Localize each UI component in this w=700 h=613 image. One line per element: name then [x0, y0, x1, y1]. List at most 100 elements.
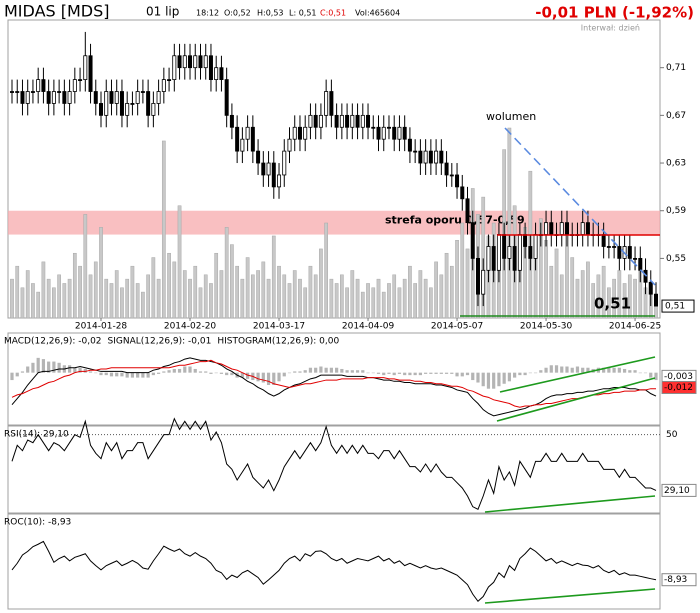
candle-body	[177, 55, 182, 69]
candle-body	[83, 55, 88, 80]
volume-bar	[538, 218, 543, 319]
panel-frame	[7, 19, 661, 319]
candle-body	[612, 246, 617, 248]
histogram-bar	[549, 365, 553, 373]
volume-bar	[418, 270, 423, 319]
resistance-zone	[8, 210, 660, 235]
volume-bar	[455, 240, 459, 319]
histogram-bar	[20, 371, 25, 373]
volume-bar	[250, 274, 255, 319]
histogram-bar	[507, 372, 511, 382]
plot-layer: strefa oporu 0,57-0,59 0,55 0,59 0,63 0,67 0,…	[4, 19, 697, 610]
y-tick-label: 0,55	[666, 254, 686, 264]
histogram-bar	[272, 372, 276, 385]
legend-entry: HISTOGRAM(12,26,9): 0,00	[217, 337, 339, 347]
candle-body	[151, 103, 156, 116]
histogram-bar	[146, 372, 150, 378]
histogram-bar	[492, 372, 496, 389]
candle-body	[648, 281, 653, 295]
histogram-bar	[408, 372, 412, 376]
histogram-bar	[387, 372, 391, 374]
histogram-bar	[188, 366, 192, 373]
volume-bar	[549, 265, 554, 319]
candle-body	[198, 55, 203, 69]
histogram-bar	[403, 372, 407, 376]
volume-bar	[434, 261, 438, 319]
candle-body	[292, 126, 297, 140]
candle-body	[20, 91, 25, 104]
candle-body	[72, 79, 77, 92]
x-tick-label: 2014-02-20	[164, 322, 217, 332]
volume-bar	[25, 270, 30, 319]
volume-bar	[559, 274, 564, 319]
histogram-bar	[198, 371, 203, 373]
histogram-bar	[293, 371, 297, 373]
volume-bar	[78, 265, 82, 319]
candle-body	[465, 198, 470, 224]
histogram-bar	[345, 370, 349, 373]
histogram-bar	[607, 367, 611, 373]
volume-bar	[607, 287, 611, 319]
histogram-bar	[303, 370, 307, 373]
histogram-bar	[115, 372, 119, 377]
candle-body	[67, 91, 72, 104]
candle-body	[219, 67, 224, 81]
volume-bar	[203, 274, 208, 319]
change: -0,01 PLN (-1,92%)	[535, 4, 694, 22]
volume-bar	[313, 274, 318, 319]
candle-body	[559, 222, 564, 235]
volume-bar	[308, 265, 313, 319]
candle-body	[135, 91, 140, 104]
annotation-layer: wolumen 0,51	[460, 110, 660, 604]
candle-body	[277, 174, 282, 188]
high-value: H:0,53	[257, 9, 284, 18]
volume-bar	[31, 283, 35, 319]
candle-body	[606, 246, 611, 248]
value-label: -8,93	[664, 575, 687, 585]
candle-body	[313, 114, 318, 128]
volume-bar	[52, 287, 56, 319]
candle-body	[156, 91, 161, 104]
volume-bar	[580, 270, 585, 319]
volume-bar	[392, 274, 397, 319]
candle-body	[214, 67, 219, 81]
candle-body	[638, 257, 643, 271]
histogram-bar	[324, 367, 328, 373]
histogram-bar	[240, 372, 244, 378]
histogram-bar	[413, 372, 417, 376]
histogram-bar	[581, 367, 585, 373]
histogram-bar	[261, 372, 265, 383]
histogram-bar	[570, 367, 574, 373]
histogram-bar	[266, 372, 271, 385]
volume-bar	[125, 278, 130, 319]
histogram-bar	[41, 359, 46, 373]
candle-body	[308, 114, 313, 128]
histogram-bar	[654, 372, 658, 381]
histogram-bar	[565, 366, 569, 373]
candle-body	[15, 91, 20, 93]
candle-body	[146, 91, 151, 116]
volume-bar	[439, 274, 444, 319]
volume-bar	[130, 265, 135, 319]
candle-body	[324, 91, 329, 116]
volume-bar	[627, 274, 632, 319]
histogram-bar	[151, 372, 155, 376]
candle-body	[208, 55, 213, 80]
volume-bar	[449, 265, 454, 319]
volume-bar	[230, 244, 234, 319]
candle-body	[261, 162, 266, 176]
candle-body	[51, 91, 56, 104]
candle-body	[407, 138, 412, 152]
candle-body	[271, 162, 276, 188]
histogram-bar	[120, 372, 124, 377]
candle-body	[418, 150, 423, 164]
volume-bar	[460, 222, 465, 319]
candle-body	[366, 114, 371, 128]
candle-body	[182, 55, 187, 69]
volume-bar	[570, 257, 575, 319]
histogram-bar	[47, 361, 51, 373]
volume-bar	[135, 283, 140, 319]
candle-body	[475, 257, 480, 295]
candle-body	[502, 234, 507, 259]
